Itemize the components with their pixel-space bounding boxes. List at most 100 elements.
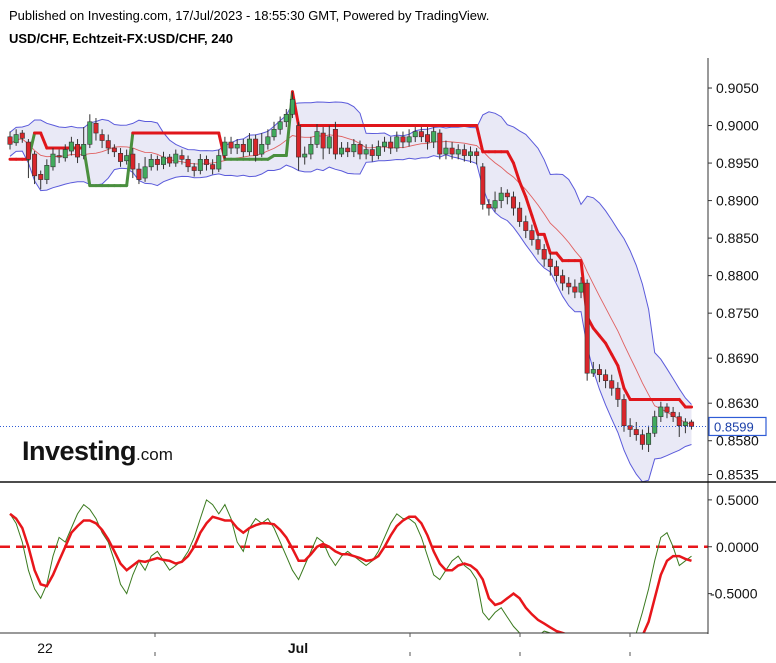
candle-body xyxy=(191,166,197,171)
candle-body xyxy=(154,159,160,165)
y-tick-label: 0.8630 xyxy=(716,395,759,411)
candle xyxy=(75,139,81,164)
candle xyxy=(406,129,412,147)
candle-body xyxy=(621,399,627,427)
candle-body xyxy=(296,125,302,158)
candle xyxy=(652,410,658,437)
candle xyxy=(154,155,160,171)
candle xyxy=(308,136,314,160)
candle xyxy=(259,133,265,158)
candle xyxy=(44,159,50,185)
candle-body xyxy=(228,141,234,149)
candle-body xyxy=(222,141,228,156)
y-tick-label: 0.8850 xyxy=(716,230,759,246)
candle xyxy=(130,148,136,179)
candle-body xyxy=(7,136,13,145)
candle xyxy=(590,361,596,377)
candle xyxy=(504,189,510,205)
candle xyxy=(480,163,486,210)
candle xyxy=(13,129,19,146)
candle xyxy=(203,155,209,171)
candle-body xyxy=(62,149,68,159)
candle-body xyxy=(394,136,400,149)
candle xyxy=(25,139,31,179)
candle-body xyxy=(351,144,357,153)
candle xyxy=(418,127,424,143)
candle-body xyxy=(474,151,480,156)
candle-body xyxy=(179,155,185,160)
candle-body xyxy=(633,429,639,436)
candle-body xyxy=(142,166,148,179)
candle xyxy=(639,429,645,450)
candle xyxy=(351,139,357,158)
candle-body xyxy=(682,421,688,427)
candle-body xyxy=(75,144,81,158)
candle xyxy=(265,129,271,150)
candle-body xyxy=(50,153,56,168)
y-tick-label: 0.0000 xyxy=(716,539,759,555)
candle-body xyxy=(609,380,615,389)
candle-body xyxy=(560,275,566,284)
x-tick-label: 22 xyxy=(37,640,53,656)
supertrend-segment xyxy=(610,352,620,368)
candle-body xyxy=(492,200,498,209)
candle xyxy=(596,364,602,383)
candle xyxy=(283,109,289,128)
candle xyxy=(314,124,320,149)
supertrend-segment xyxy=(622,386,632,401)
supertrend-segment xyxy=(677,397,687,409)
candle-body xyxy=(68,141,74,152)
candle xyxy=(148,154,154,171)
candle xyxy=(578,277,584,299)
candle-body xyxy=(314,131,320,145)
candle xyxy=(240,139,246,158)
candle xyxy=(167,154,173,167)
candle xyxy=(492,191,498,212)
candle xyxy=(474,148,480,165)
supertrend-segment xyxy=(524,195,534,218)
candle xyxy=(523,215,529,239)
candle xyxy=(529,224,535,246)
candle xyxy=(510,191,516,216)
candle xyxy=(246,133,252,156)
candle-body xyxy=(689,421,695,427)
y-tick-label: 0.9050 xyxy=(716,80,759,96)
candle xyxy=(185,155,191,173)
candle-body xyxy=(596,369,602,375)
y-tick-label: 0.8800 xyxy=(716,268,759,284)
candle-body xyxy=(658,406,664,418)
candle xyxy=(449,142,455,160)
candle-body xyxy=(627,425,633,430)
candle xyxy=(664,403,670,419)
candle xyxy=(615,382,621,407)
supertrend-segment xyxy=(125,131,135,188)
candle-body xyxy=(320,132,326,149)
candle xyxy=(191,163,197,177)
candle-body xyxy=(553,266,559,276)
symbol-title: USD/CHF, Echtzeit-FX:USD/CHF, 240 xyxy=(9,31,233,46)
candle-body xyxy=(480,166,486,205)
bollinger-lower xyxy=(9,150,692,482)
supertrend-segment xyxy=(511,161,522,184)
candle-body xyxy=(118,153,124,162)
supertrend-segment xyxy=(616,364,626,390)
candle-body xyxy=(99,134,105,141)
candle-body xyxy=(302,153,308,158)
candle-body xyxy=(19,132,25,139)
candle-body xyxy=(240,144,246,153)
candle-body xyxy=(339,147,345,155)
candle xyxy=(400,131,406,149)
candle xyxy=(658,401,664,422)
candle xyxy=(388,136,394,155)
supertrend-segment xyxy=(542,232,552,255)
candle-body xyxy=(234,144,240,149)
candle-body xyxy=(535,239,541,250)
candle xyxy=(161,151,167,170)
candle-body xyxy=(277,121,283,130)
candle xyxy=(461,144,467,162)
candle-body xyxy=(56,155,62,158)
candle-body xyxy=(504,192,510,198)
candle-body xyxy=(425,134,431,143)
candle xyxy=(118,148,124,167)
